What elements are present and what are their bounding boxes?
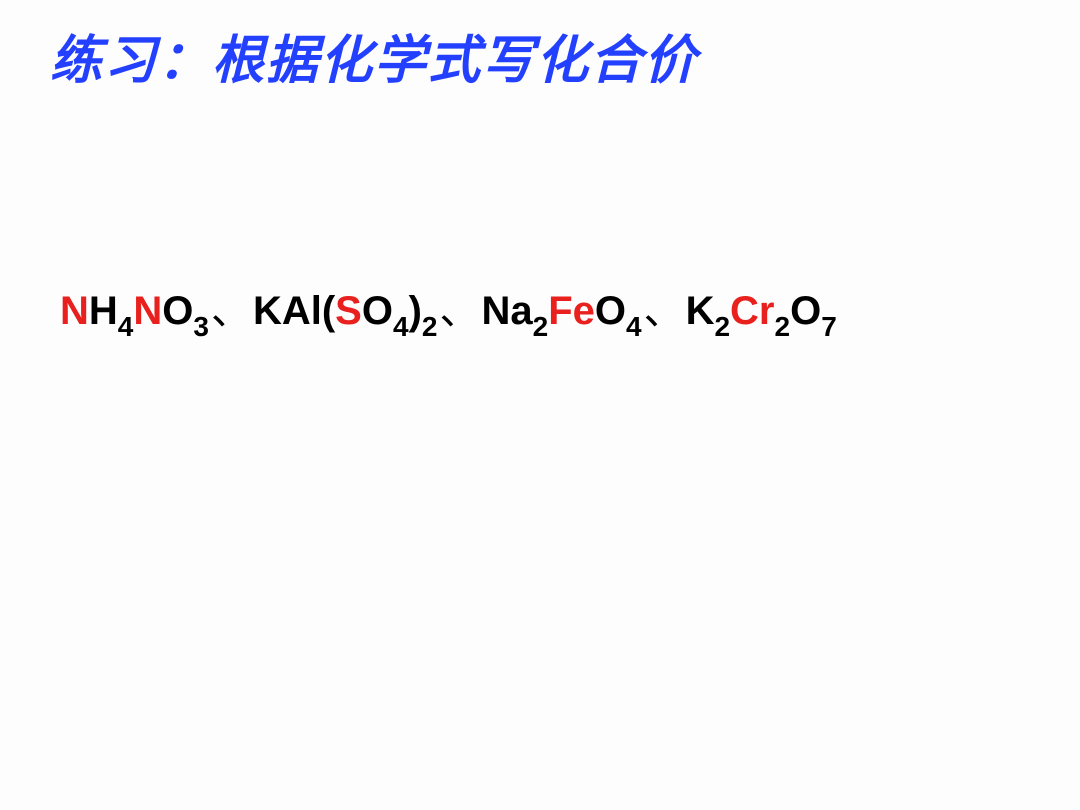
subscript: 2 xyxy=(714,311,730,342)
subscript: 3 xyxy=(193,311,209,342)
subscript: 4 xyxy=(626,311,642,342)
highlighted-element: N xyxy=(133,289,162,333)
subscript: 2 xyxy=(422,311,438,342)
element-text: K xyxy=(686,289,715,333)
element-text: ) xyxy=(409,289,422,333)
highlighted-element: Fe xyxy=(548,289,595,333)
separator: 、 xyxy=(644,288,684,333)
subscript: 4 xyxy=(118,311,134,342)
subscript: 2 xyxy=(775,311,791,342)
element-text: KAl( xyxy=(253,289,335,333)
chemical-formula: NH4NO3 xyxy=(60,289,209,333)
element-text: O xyxy=(595,289,626,333)
chemical-formula: Na2FeO4 xyxy=(481,289,641,333)
highlighted-element: S xyxy=(335,289,362,333)
element-text: H xyxy=(89,289,118,333)
element-text: Na xyxy=(481,289,532,333)
subscript: 7 xyxy=(821,311,837,342)
separator: 、 xyxy=(439,288,479,333)
slide-title: 练习：根据化学式写化合价 xyxy=(50,18,698,93)
subscript: 2 xyxy=(533,311,549,342)
highlighted-element: Cr xyxy=(730,289,774,333)
element-text: O xyxy=(362,289,393,333)
subscript: 4 xyxy=(393,311,409,342)
chemical-formula: KAl(SO4)2 xyxy=(253,289,438,333)
chemical-formula: K2Cr2O7 xyxy=(686,289,837,333)
element-text: O xyxy=(162,289,193,333)
highlighted-element: N xyxy=(60,289,89,333)
separator: 、 xyxy=(211,288,251,333)
chemical-formulas-line: NH4NO3、KAl(SO4)2、Na2FeO4、K2Cr2O7 xyxy=(60,278,837,340)
element-text: O xyxy=(790,289,821,333)
